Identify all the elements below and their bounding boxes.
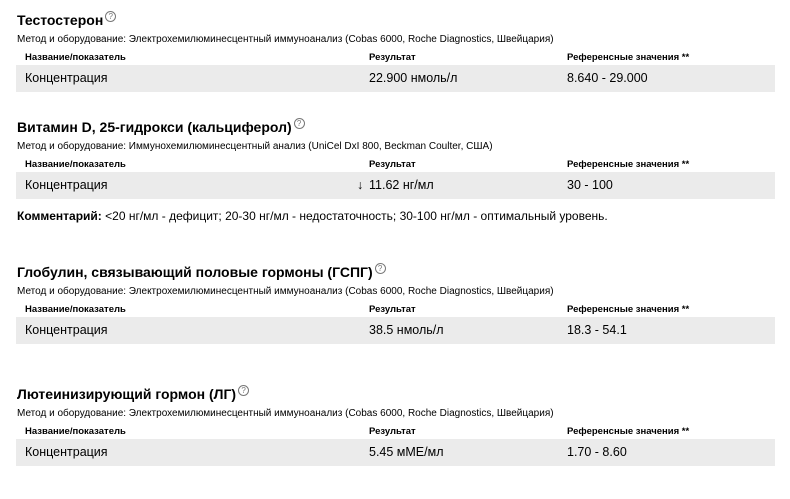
column-ref-header: Референсные значения ** [567, 52, 690, 63]
table-header: Название/показатель Результат Референсны… [16, 50, 775, 65]
method-text: Метод и оборудование: Электрохемилюминес… [17, 408, 554, 419]
test-title-text: Лютеинизирующий гормон (ЛГ) [17, 386, 237, 402]
table-header: Название/показатель Результат Референсны… [16, 424, 775, 439]
arrow-down-icon: ↓ [357, 178, 364, 192]
parameter-name: Концентрация [25, 323, 108, 337]
column-name-header: Название/показатель [25, 304, 126, 315]
test-title-text: Тестостерон [17, 12, 104, 28]
column-result-header: Результат [369, 52, 416, 63]
test-section: Лютеинизирующий гормон (ЛГ)? Метод и обо… [16, 384, 775, 466]
result-value: 22.900 нмоль/л [369, 65, 457, 92]
column-name-header: Название/показатель [25, 426, 126, 437]
test-section: Глобулин, связывающий половые гормоны (Г… [16, 262, 775, 344]
comment-label: Комментарий: [17, 209, 102, 223]
method-text: Метод и оборудование: Электрохемилюминес… [17, 34, 554, 45]
test-section: Витамин D, 25-гидрокси (кальциферол)? Ме… [16, 117, 775, 223]
question-circle-icon[interactable]: ? [293, 118, 305, 129]
method-text: Метод и оборудование: Электрохемилюминес… [17, 286, 554, 297]
test-title: Витамин D, 25-гидрокси (кальциферол)? [17, 117, 775, 137]
column-name-header: Название/показатель [25, 159, 126, 170]
column-ref-header: Референсные значения ** [567, 304, 690, 315]
column-result-header: Результат [369, 304, 416, 315]
reference-range: 18.3 - 54.1 [567, 323, 627, 337]
result-text: 5.45 мМЕ/мл [369, 445, 444, 459]
test-section: Тестостерон? Метод и оборудование: Элект… [16, 10, 775, 92]
result-value: 38.5 нмоль/л [369, 317, 444, 344]
test-title: Глобулин, связывающий половые гормоны (Г… [17, 262, 775, 282]
result-text: 11.62 нг/мл [369, 178, 434, 192]
table-row: Концентрация ↓ 11.62 нг/мл 30 - 100 [16, 172, 775, 199]
column-result-header: Результат [369, 426, 416, 437]
table-header: Название/показатель Результат Референсны… [16, 157, 775, 172]
column-ref-header: Референсные значения ** [567, 426, 690, 437]
table-header: Название/показатель Результат Референсны… [16, 302, 775, 317]
parameter-name: Концентрация [25, 178, 108, 192]
parameter-name: Концентрация [25, 445, 108, 459]
test-title-text: Глобулин, связывающий половые гормоны (Г… [17, 264, 373, 280]
reference-range: 8.640 - 29.000 [567, 71, 648, 85]
column-result-header: Результат [369, 159, 416, 170]
table-row: Концентрация 38.5 нмоль/л 18.3 - 54.1 [16, 317, 775, 344]
comment-text: <20 нг/мл - дефицит; 20-30 нг/мл - недос… [101, 209, 608, 223]
method-text: Метод и оборудование: Иммунохемилюминесц… [17, 141, 493, 152]
question-circle-icon[interactable]: ? [374, 263, 386, 274]
comment: Комментарий: <20 нг/мл - дефицит; 20-30 … [17, 209, 775, 223]
test-title-text: Витамин D, 25-гидрокси (кальциферол) [17, 119, 292, 135]
column-ref-header: Референсные значения ** [567, 159, 690, 170]
table-row: Концентрация 5.45 мМЕ/мл 1.70 - 8.60 [16, 439, 775, 466]
result-text: 22.900 нмоль/л [369, 71, 458, 85]
result-text: 38.5 нмоль/л [369, 323, 444, 337]
reference-range: 1.70 - 8.60 [567, 445, 627, 459]
test-title: Лютеинизирующий гормон (ЛГ)? [17, 384, 775, 404]
parameter-name: Концентрация [25, 71, 108, 85]
result-value: 5.45 мМЕ/мл [369, 439, 444, 466]
result-value: ↓ 11.62 нг/мл [357, 172, 434, 199]
reference-range: 30 - 100 [567, 178, 613, 192]
column-name-header: Название/показатель [25, 52, 126, 63]
table-row: Концентрация 22.900 нмоль/л 8.640 - 29.0… [16, 65, 775, 92]
test-title: Тестостерон? [17, 10, 775, 30]
question-circle-icon[interactable]: ? [238, 385, 250, 396]
question-circle-icon[interactable]: ? [105, 11, 117, 22]
